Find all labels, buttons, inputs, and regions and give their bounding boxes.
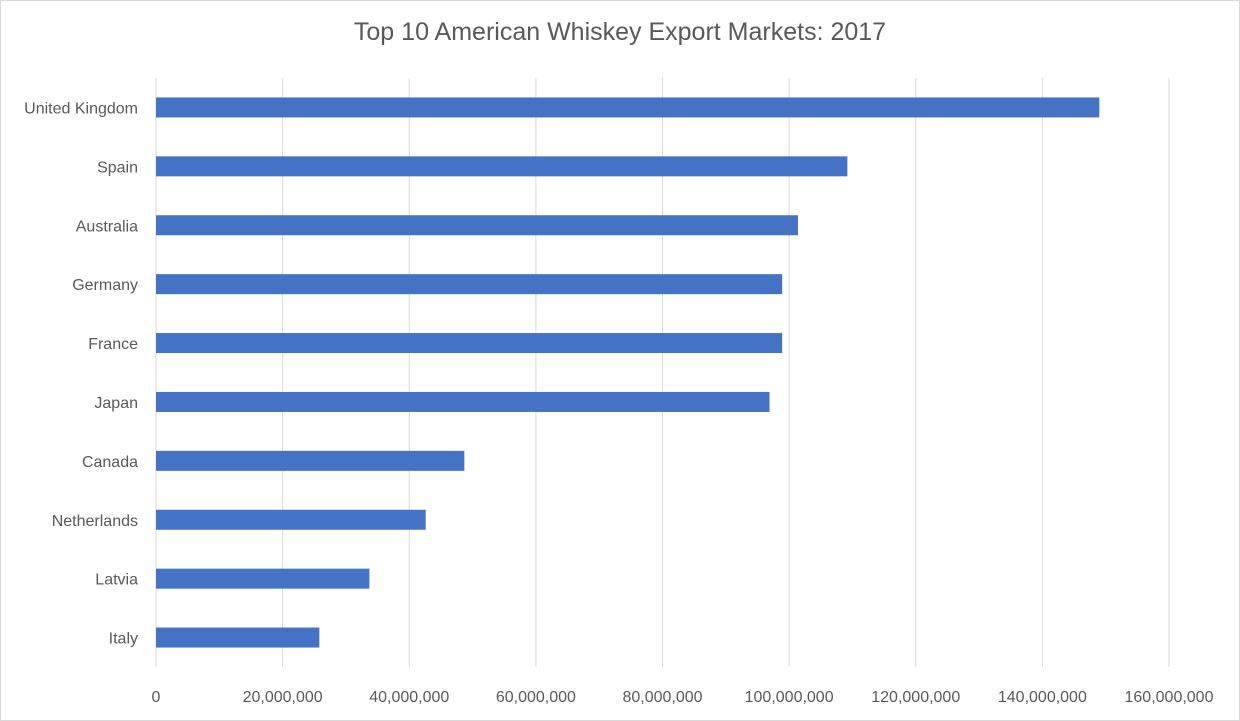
category-label: United Kingdom xyxy=(24,100,138,117)
bar xyxy=(156,97,1100,118)
bar xyxy=(156,333,783,354)
bar xyxy=(156,215,798,236)
category-label: Canada xyxy=(82,454,138,471)
bar xyxy=(156,274,783,295)
x-tick-label: 60,000,000 xyxy=(496,689,576,706)
bars xyxy=(156,97,1100,648)
bar xyxy=(156,568,370,589)
category-label: Germany xyxy=(72,277,138,294)
x-tick-label: 100,000,000 xyxy=(745,689,834,706)
category-label: Netherlands xyxy=(52,513,138,530)
bar xyxy=(156,450,465,471)
bar xyxy=(156,156,848,177)
category-label: France xyxy=(88,336,138,353)
x-tick-label: 40,000,000 xyxy=(369,689,449,706)
chart-title: Top 10 American Whiskey Export Markets: … xyxy=(353,18,887,46)
x-tick-label: 160,000,000 xyxy=(1125,689,1214,706)
x-tick-label: 0 xyxy=(152,689,161,706)
x-tick-label: 20,000,000 xyxy=(243,689,323,706)
category-label: Italy xyxy=(109,631,138,648)
bar xyxy=(156,391,770,412)
category-label: Latvia xyxy=(95,572,138,589)
category-labels: United Kingdom Spain Australia Germany Franc… xyxy=(24,100,138,647)
bar xyxy=(156,627,320,648)
x-tick-labels: 0 20,000,000 40,000,000 60,000,000 80,000,00… xyxy=(152,689,1214,706)
x-tick-label: 120,000,000 xyxy=(871,689,960,706)
x-tick-label: 80,000,000 xyxy=(622,689,702,706)
category-label: Australia xyxy=(76,218,138,235)
category-label: Japan xyxy=(94,395,138,412)
bar xyxy=(156,509,426,530)
category-label: Spain xyxy=(97,159,138,176)
x-tick-label: 140,000,000 xyxy=(998,689,1087,706)
